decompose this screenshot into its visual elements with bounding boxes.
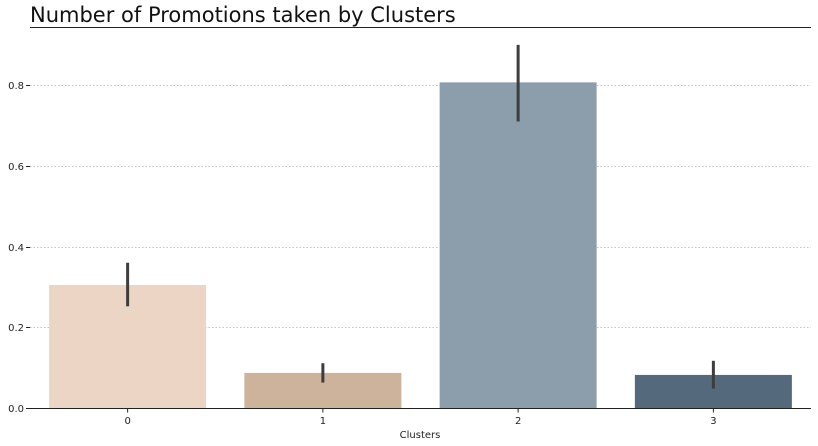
bars [49,82,792,409]
y-axis-ticks: 0.0 0.2 0.4 0.6 0.8 [8,81,30,415]
x-axis-label: Clusters [400,430,441,441]
y-tick-label: 0.0 [8,404,24,415]
chart-title: Number of Promotions taken by Clusters [30,3,456,27]
y-tick-label: 0.4 [8,243,24,254]
x-tick-label: 3 [710,416,716,427]
y-tick-label: 0.2 [8,323,24,334]
x-tick-label: 1 [320,416,326,427]
x-tick-label: 0 [124,416,130,427]
x-axis-ticks: 0 1 2 3 [124,408,717,427]
error-bars [126,44,715,389]
x-tick-label: 2 [515,416,521,427]
y-tick-label: 0.6 [8,162,24,173]
y-tick-label: 0.8 [8,81,24,92]
bar-cluster-2 [439,82,597,409]
